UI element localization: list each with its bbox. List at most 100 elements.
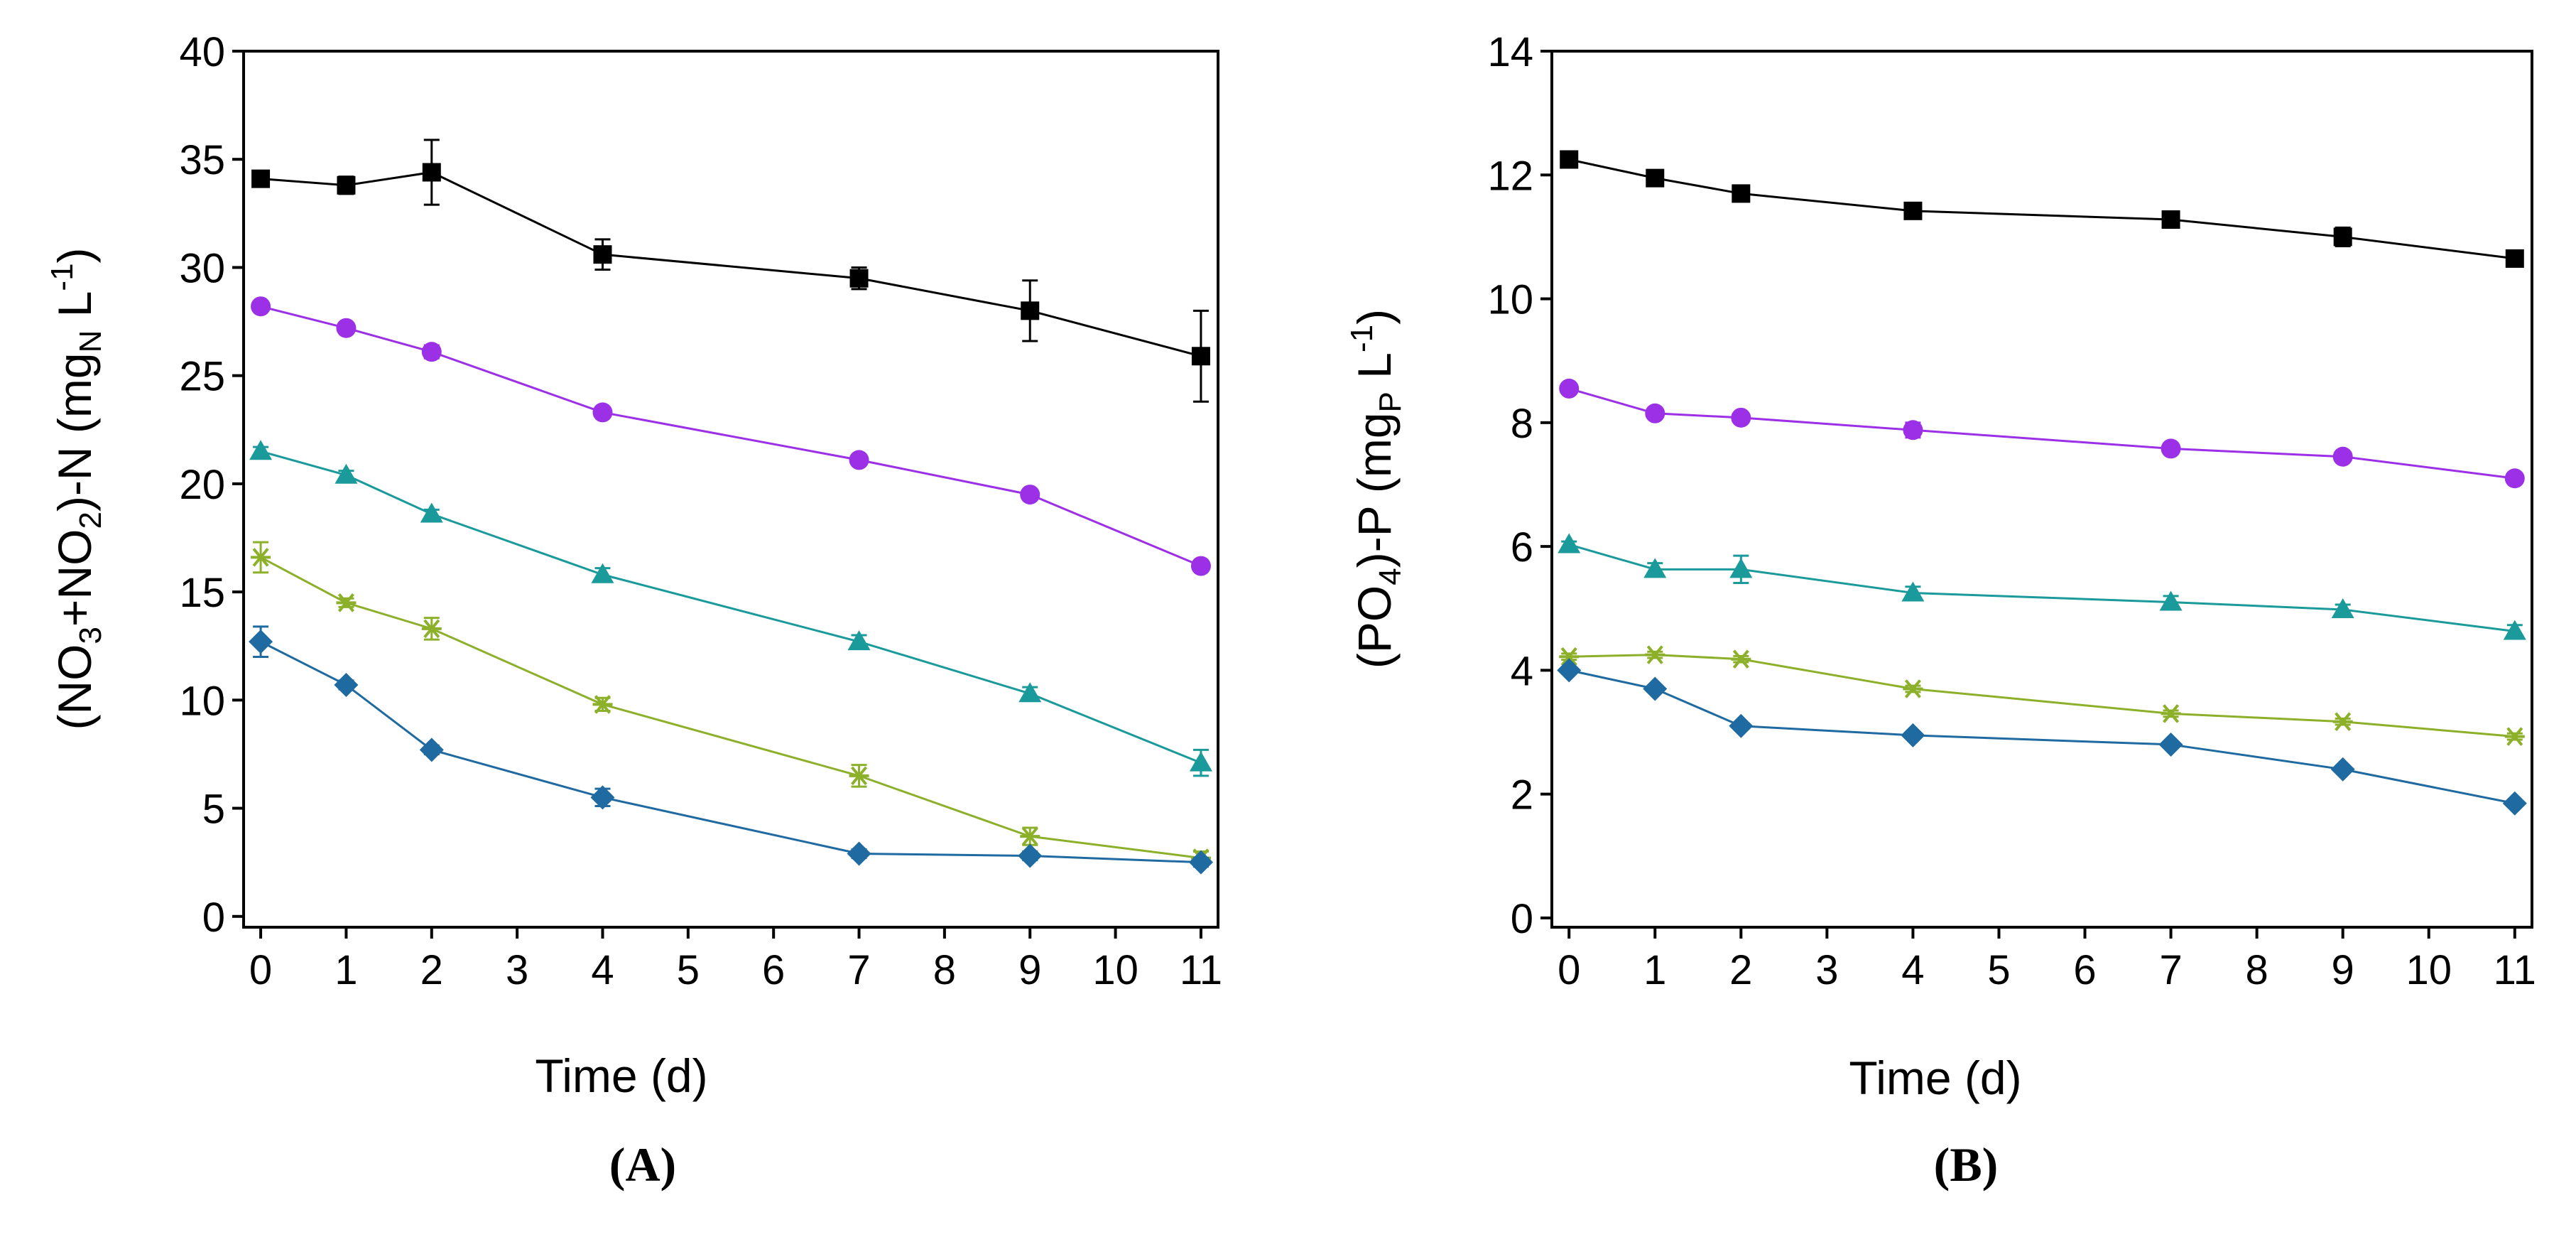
y-axis-title-subscript: N [73, 330, 108, 353]
panel-label: (B) [1934, 1138, 1999, 1192]
data-point-black-squares [1021, 301, 1040, 320]
y-axis-title-part: (NO [48, 644, 101, 730]
y-tick-label: 20 [179, 462, 225, 508]
data-point-teal-triangles [847, 630, 871, 651]
data-point-teal-triangles [1643, 558, 1667, 578]
y-axis-title-part: +NO [48, 529, 101, 627]
y-tick-label: 10 [1487, 277, 1533, 323]
y-tick-label: 35 [179, 137, 225, 183]
data-point-black-squares [593, 245, 612, 264]
y-axis-title-subscript: 3 [73, 627, 108, 644]
x-tick-label: 11 [1180, 947, 1222, 993]
data-point-purple-circles [592, 402, 613, 423]
data-point-blue-diamonds [1643, 676, 1668, 701]
x-tick-label: 3 [1815, 947, 1838, 993]
y-axis-title-superscript: -1 [45, 263, 80, 291]
series-line-teal-triangles [1568, 544, 2515, 632]
data-point-blue-diamonds [1188, 850, 1213, 875]
series-line-purple-circles [1568, 387, 2515, 480]
y-axis-title-part: L [1348, 352, 1401, 391]
data-point-black-squares [1903, 201, 1923, 220]
data-point-black-squares [1646, 168, 1665, 188]
data-point-blue-diamonds [334, 673, 359, 698]
series-line-blue-diamonds [260, 640, 1201, 864]
y-axis-title-part: )-N (mg [48, 352, 101, 512]
y-axis-ticks: 0 5 10 15 20 25 30 35 40 [179, 29, 244, 941]
x-tick-label: 10 [2406, 947, 2452, 993]
y-axis-title-subscript: 4 [1373, 568, 1408, 585]
x-tick-label: 8 [2245, 947, 2268, 993]
series-group [1557, 150, 2527, 816]
data-point-purple-circles [1903, 420, 1923, 441]
data-point-olive-stars [251, 548, 271, 567]
y-axis-ticks: 0 2 4 6 8 10 12 14 [1487, 29, 1552, 942]
data-point-blue-diamonds [847, 841, 871, 866]
data-point-purple-circles [336, 318, 357, 338]
series-line-olive-stars [1569, 654, 2515, 738]
x-axis-title: Time (d) [535, 1049, 707, 1102]
y-tick-label: 14 [1487, 29, 1533, 75]
y-axis-title: (PO4)-P (mgP L-1) [1344, 309, 1408, 669]
data-point-blue-diamonds [419, 738, 444, 762]
data-point-blue-diamonds [2502, 791, 2527, 816]
y-tick-label: 6 [1511, 524, 1533, 571]
data-point-teal-triangles [1558, 533, 1581, 553]
x-tick-label: 9 [2332, 947, 2354, 993]
data-point-teal-triangles [420, 502, 443, 523]
series-group [249, 139, 1213, 875]
x-tick-label: 1 [1643, 947, 1666, 993]
data-point-blue-diamonds [1901, 723, 1925, 747]
x-axis-title: Time (d) [1849, 1052, 2021, 1104]
y-tick-label: 2 [1511, 772, 1533, 819]
data-point-olive-stars [592, 695, 613, 714]
data-point-purple-circles [849, 450, 869, 470]
y-tick-label: 15 [179, 570, 225, 616]
data-point-black-squares [251, 169, 271, 188]
y-tick-label: 25 [179, 354, 225, 400]
y-tick-label: 0 [1511, 896, 1533, 942]
x-tick-label: 5 [1987, 947, 2010, 993]
y-tick-label: 8 [1511, 401, 1533, 447]
data-point-purple-circles [421, 342, 442, 362]
x-tick-label: 1 [335, 947, 357, 993]
data-point-blue-diamonds [1729, 713, 1754, 738]
x-axis-ticks: 0 1 2 3 4 5 6 7 8 9 10 11 [1558, 927, 2536, 993]
x-tick-label: 11 [2494, 947, 2536, 993]
data-point-olive-stars [2161, 704, 2181, 723]
y-tick-label: 30 [179, 245, 225, 291]
data-point-purple-circles [2504, 468, 2525, 489]
data-point-olive-stars [2332, 712, 2353, 731]
data-point-black-squares [422, 163, 441, 182]
y-tick-label: 4 [1511, 648, 1533, 694]
x-tick-label: 6 [762, 947, 785, 993]
data-point-teal-triangles [2159, 590, 2183, 611]
data-point-blue-diamonds [2330, 757, 2355, 782]
y-axis-title-part: (PO [1348, 585, 1401, 669]
data-point-black-squares [1560, 150, 1579, 169]
x-tick-label: 10 [1092, 947, 1138, 993]
y-axis-title-part: L [48, 291, 101, 330]
data-point-olive-stars [1559, 647, 1580, 666]
data-point-purple-circles [1020, 485, 1040, 505]
data-point-teal-triangles [1189, 751, 1212, 772]
data-point-black-squares [1191, 347, 1210, 366]
data-point-black-squares [2505, 249, 2524, 268]
y-axis-title-subscript: P [1373, 391, 1408, 412]
x-tick-label: 0 [249, 947, 272, 993]
data-point-teal-triangles [591, 563, 614, 583]
series-line-olive-stars [260, 556, 1202, 860]
data-point-black-squares [337, 175, 356, 195]
plot-frame [1550, 50, 2533, 929]
y-tick-label: 12 [1487, 153, 1533, 199]
data-point-blue-diamonds [1557, 658, 1582, 683]
plot-frame [242, 50, 1219, 929]
data-point-black-squares [849, 269, 869, 288]
data-point-olive-stars [336, 593, 357, 612]
x-tick-label: 4 [591, 947, 614, 993]
y-axis-title-part: )-P (mg [1348, 412, 1401, 568]
y-axis-title-part: ) [1348, 309, 1401, 325]
series-line-purple-circles [260, 305, 1202, 567]
data-point-olive-stars [1731, 649, 1751, 669]
x-tick-label: 7 [2159, 947, 2182, 993]
